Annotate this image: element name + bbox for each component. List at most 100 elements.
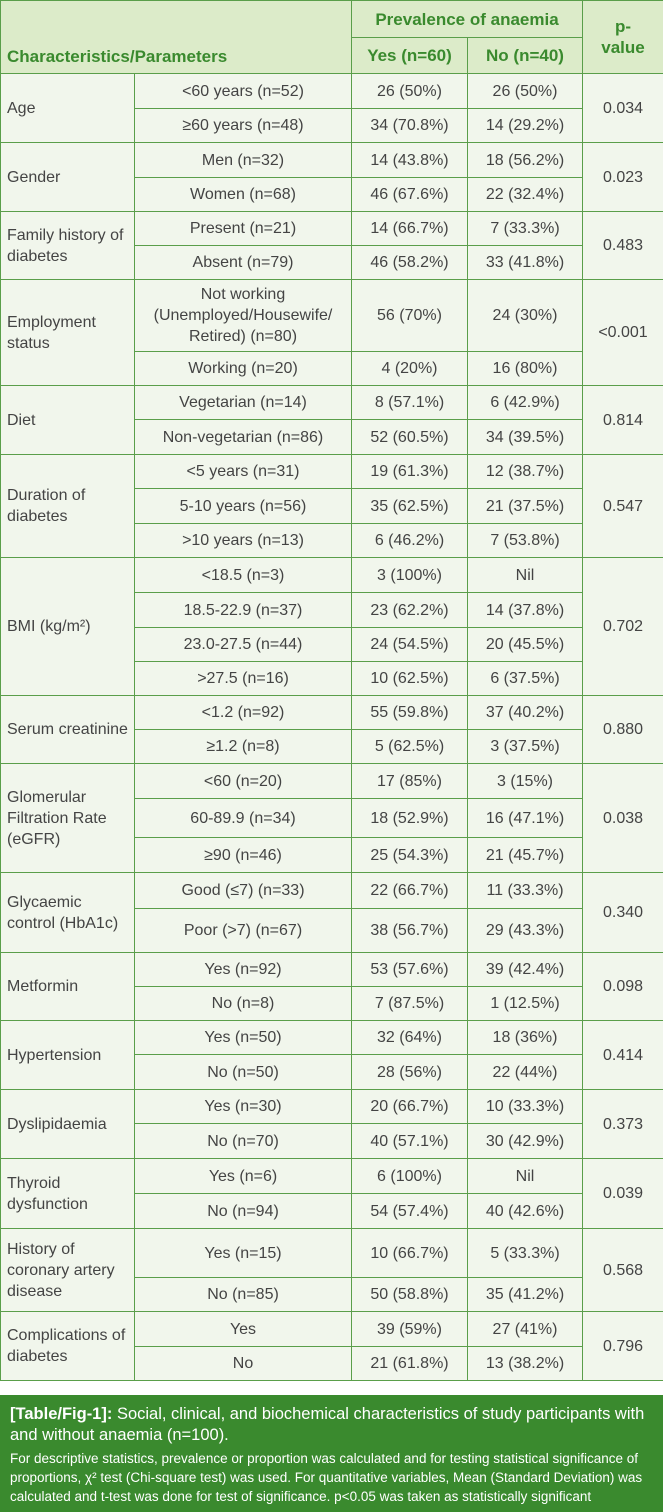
yes-count-cell: 28 (56%): [351, 1054, 468, 1090]
group-name-cell: Thyroid dysfunction: [0, 1158, 135, 1229]
table-row: History of coronary artery disease Yes (n…: [0, 1228, 663, 1312]
yes-count-cell: 17 (85%): [351, 763, 468, 799]
pvalue-header: p- value: [582, 0, 663, 74]
table-caption: [Table/Fig-1]: Social, clinical, and bio…: [0, 1395, 663, 1512]
category-cell: <1.2 (n=92): [134, 695, 352, 730]
category-cell: <5 years (n=31): [134, 454, 352, 489]
table-row: Duration of diabetes <5 years (n=31) 19 (6…: [0, 454, 663, 558]
yes-count-cell: 7 (87.5%): [351, 986, 468, 1021]
table-row: Hypertension Yes (n=50) 32 (64%) 18 (36%) 0.…: [0, 1020, 663, 1090]
group-name-cell: BMI (kg/m²): [0, 557, 135, 696]
yes-count-cell: 5 (62.5%): [351, 729, 468, 764]
p-value-cell: 0.483: [582, 211, 663, 280]
yes-count-cell: 46 (58.2%): [351, 245, 468, 280]
yes-count-cell: 53 (57.6%): [351, 952, 468, 987]
yes-count-cell: 21 (61.8%): [351, 1346, 468, 1381]
table-row: Serum creatinine <1.2 (n=92) 55 (59.8%) 37 …: [0, 695, 663, 764]
yes-count-cell: 35 (62.5%): [351, 488, 468, 524]
no-count-cell: 30 (42.9%): [466, 1123, 584, 1159]
no-count-cell: 16 (47.1%): [466, 798, 584, 838]
category-cell: Yes (n=6): [134, 1158, 352, 1194]
category-cell: Yes (n=92): [134, 952, 352, 987]
group-name-cell: Glomerular Filtration Rate (eGFR): [0, 763, 135, 873]
header-row-1: Characteristics/Parameters Prevalence of…: [0, 0, 663, 74]
p-value-cell: 0.702: [582, 557, 663, 696]
no-header: No (n=40): [466, 37, 584, 74]
p-value-cell: 0.414: [582, 1020, 663, 1090]
p-value-cell: 0.098: [582, 952, 663, 1021]
group-name-cell: History of coronary artery disease: [0, 1228, 135, 1312]
no-count-cell: 7 (53.8%): [466, 523, 584, 558]
category-cell: >10 years (n=13): [134, 523, 352, 558]
no-count-cell: 39 (42.4%): [466, 952, 584, 987]
category-cell: <60 (n=20): [134, 763, 352, 799]
p-value-cell: 0.038: [582, 763, 663, 873]
yes-count-cell: 10 (66.7%): [351, 1228, 468, 1278]
yes-count-cell: 40 (57.1%): [351, 1123, 468, 1159]
category-cell: Yes (n=15): [134, 1228, 352, 1278]
p-value-cell: 0.880: [582, 695, 663, 764]
characteristics-header: Characteristics/Parameters: [0, 0, 352, 74]
no-count-cell: 16 (80%): [466, 351, 584, 386]
category-cell: Non-vegetarian (n=86): [134, 419, 352, 455]
category-cell: No (n=70): [134, 1123, 352, 1159]
category-cell: No: [134, 1346, 352, 1381]
no-count-cell: 18 (56.2%): [466, 142, 584, 178]
category-cell: Present (n=21): [134, 211, 352, 246]
no-count-cell: 1 (12.5%): [466, 986, 584, 1021]
p-value-cell: 0.023: [582, 142, 663, 212]
yes-count-cell: 46 (67.6%): [351, 177, 468, 212]
category-cell: Vegetarian (n=14): [134, 385, 352, 420]
yes-count-cell: 55 (59.8%): [351, 695, 468, 730]
no-count-cell: 40 (42.6%): [466, 1193, 584, 1229]
table-row: Age <60 years (n=52) 26 (50%) 26 (50%) 0.034: [0, 73, 663, 143]
table-body: Age <60 years (n=52) 26 (50%) 26 (50%) 0.034…: [0, 73, 663, 1381]
category-cell: ≥1.2 (n=8): [134, 729, 352, 764]
category-cell: Men (n=32): [134, 142, 352, 178]
no-count-cell: Nil: [466, 557, 584, 593]
p-value-cell: 0.340: [582, 872, 663, 953]
group-name-cell: Duration of diabetes: [0, 454, 135, 558]
category-cell: Working (n=20): [134, 351, 352, 386]
no-count-cell: 21 (45.7%): [466, 837, 584, 873]
category-cell: Yes: [134, 1311, 352, 1347]
table-row: >27.5 (n=16) 10 (62.5%) 6 (37.5%): [0, 661, 663, 696]
anaemia-characteristics-table: Characteristics/Parameters Prevalence of…: [0, 0, 663, 1381]
yes-count-cell: 14 (43.8%): [351, 142, 468, 178]
p-value-cell: 0.373: [582, 1089, 663, 1159]
no-count-cell: 22 (32.4%): [466, 177, 584, 212]
table-row: Glomerular Filtration Rate (eGFR) <60 (n=…: [0, 763, 663, 873]
no-count-cell: 22 (44%): [466, 1054, 584, 1090]
category-cell: ≥90 (n=46): [134, 837, 352, 873]
no-count-cell: Nil: [466, 1158, 584, 1194]
yes-count-cell: 56 (70%): [351, 279, 468, 352]
no-count-cell: 33 (41.8%): [466, 245, 584, 280]
category-cell: Yes (n=30): [134, 1089, 352, 1124]
category-cell: 18.5-22.9 (n=37): [134, 592, 352, 628]
yes-count-cell: 10 (62.5%): [351, 661, 468, 696]
category-cell: No (n=85): [134, 1277, 352, 1312]
caption-title-line: [Table/Fig-1]: Social, clinical, and bio…: [10, 1404, 653, 1446]
no-count-cell: 27 (41%): [466, 1311, 584, 1347]
no-count-cell: 26 (50%): [466, 73, 584, 109]
group-name-cell: Gender: [0, 142, 135, 212]
category-cell: Yes (n=50): [134, 1020, 352, 1055]
group-name-cell: Glycaemic control (HbA1c): [0, 872, 135, 953]
no-count-cell: 12 (38.7%): [466, 454, 584, 489]
no-count-cell: 34 (39.5%): [466, 419, 584, 455]
no-count-cell: 21 (37.5%): [466, 488, 584, 524]
no-count-cell: 11 (33.3%): [466, 872, 584, 909]
yes-count-cell: 54 (57.4%): [351, 1193, 468, 1229]
category-cell: Not working (Unemployed/Housewife/ Retir…: [134, 279, 352, 352]
p-value-cell: 0.796: [582, 1311, 663, 1381]
category-cell: Good (≤7) (n=33): [134, 872, 352, 909]
no-count-cell: 7 (33.3%): [466, 211, 584, 246]
table-row: Glycaemic control (HbA1c) Good (≤7) (n=33…: [0, 872, 663, 953]
no-count-cell: 18 (36%): [466, 1020, 584, 1055]
category-cell: 60-89.9 (n=34): [134, 798, 352, 838]
no-count-cell: 10 (33.3%): [466, 1089, 584, 1124]
group-name-cell: Hypertension: [0, 1020, 135, 1090]
table-row: Diet Vegetarian (n=14) 8 (57.1%) 6 (42.9%) 0…: [0, 385, 663, 455]
category-cell: Absent (n=79): [134, 245, 352, 280]
